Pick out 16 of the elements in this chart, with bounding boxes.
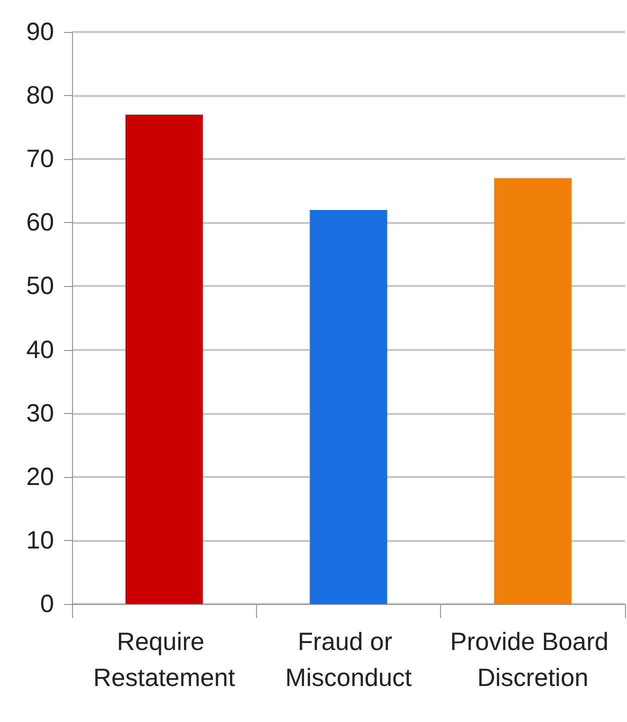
y-tick-label: 0 xyxy=(40,590,54,618)
x-tick-label: Provide Board Discretion xyxy=(450,628,616,692)
y-tick-label: 40 xyxy=(26,336,54,364)
bar xyxy=(310,210,388,604)
y-tick-label: 70 xyxy=(26,145,54,174)
y-tick-label: 10 xyxy=(26,526,54,554)
x-tick-label: Require Restatement xyxy=(93,628,236,692)
y-tick-label: 60 xyxy=(26,208,54,237)
y-tick-label: 90 xyxy=(26,18,54,46)
y-tick-label: 30 xyxy=(26,399,54,428)
y-tick-label: 50 xyxy=(26,272,54,300)
x-tick-label: Fraud or Misconduct xyxy=(285,628,412,692)
bar xyxy=(494,178,572,604)
y-tick-label: 20 xyxy=(26,462,54,491)
bar xyxy=(125,114,203,604)
y-tick-label: 80 xyxy=(26,82,54,110)
